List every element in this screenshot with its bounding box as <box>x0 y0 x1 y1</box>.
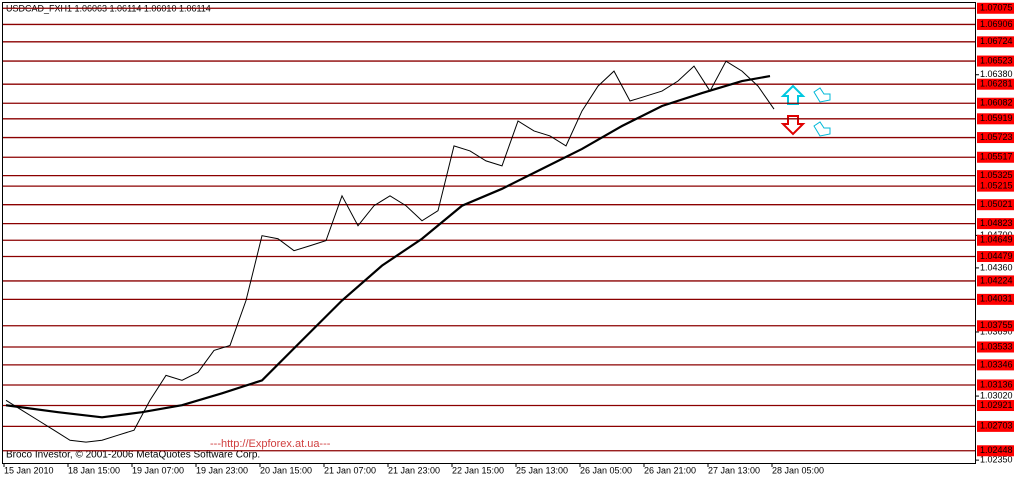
level-label: 1.06082 <box>980 98 1013 108</box>
watermark: ---http://Expforex.at.ua--- <box>210 438 331 450</box>
x-tick-label: 15 Jan 2010 <box>4 465 54 475</box>
level-label: 1.02448 <box>980 445 1013 455</box>
level-label: 1.03136 <box>980 379 1013 389</box>
y-tick-label: 1.02350 <box>980 455 1013 465</box>
hand-icon <box>813 121 831 137</box>
x-tick-label: 27 Jan 13:00 <box>708 465 760 475</box>
level-label-bg <box>977 132 1014 144</box>
x-tick-label: 28 Jan 05:00 <box>772 465 824 475</box>
level-label-bg <box>977 420 1014 432</box>
level-label: 1.03755 <box>980 320 1013 330</box>
level-label: 1.04479 <box>980 251 1013 261</box>
level-label-bg <box>977 218 1014 230</box>
y-tick-label: 1.03020 <box>980 390 1013 400</box>
level-label-bg <box>977 2 1014 14</box>
level-label: 1.03533 <box>980 341 1013 351</box>
x-tick-label: 26 Jan 05:00 <box>580 465 632 475</box>
level-label-bg <box>977 199 1014 211</box>
level-label-bg <box>977 180 1014 192</box>
level-label: 1.05021 <box>980 199 1013 209</box>
y-tick-label: 1.03690 <box>980 326 1013 336</box>
level-label: 1.06523 <box>980 55 1013 65</box>
level-label: 1.04031 <box>980 294 1013 304</box>
level-label: 1.05919 <box>980 113 1013 123</box>
x-tick-label: 21 Jan 07:00 <box>324 465 376 475</box>
level-label-bg <box>977 379 1014 391</box>
level-label: 1.06724 <box>980 36 1013 46</box>
level-label: 1.04823 <box>980 218 1013 228</box>
x-tick-label: 19 Jan 07:00 <box>132 465 184 475</box>
y-tick-label: 1.04360 <box>980 262 1013 272</box>
level-label: 1.07075 <box>980 3 1013 13</box>
x-tick-label: 21 Jan 23:00 <box>388 465 440 475</box>
y-tick-label: 1.04700 <box>980 230 1013 240</box>
level-label-bg <box>977 170 1014 182</box>
level-label-bg <box>977 445 1014 457</box>
hand-icon <box>813 87 831 103</box>
level-label: 1.05723 <box>980 132 1013 142</box>
level-label: 1.06906 <box>980 19 1013 29</box>
y-tick-label: 1.06380 <box>980 69 1013 79</box>
level-label-bg <box>977 18 1014 30</box>
x-tick-label: 25 Jan 13:00 <box>516 465 568 475</box>
level-label: 1.02703 <box>980 421 1013 431</box>
level-label: 1.02921 <box>980 400 1013 410</box>
level-label-bg <box>977 275 1014 287</box>
level-label-bg <box>977 234 1014 246</box>
down-arrow <box>780 115 806 136</box>
level-label-bg <box>977 359 1014 371</box>
level-label-bg <box>977 251 1014 263</box>
x-tick-label: 19 Jan 23:00 <box>196 465 248 475</box>
level-label-bg <box>977 400 1014 412</box>
x-tick-label: 18 Jan 15:00 <box>68 465 120 475</box>
level-label: 1.03346 <box>980 359 1013 369</box>
level-label-bg <box>977 36 1014 48</box>
level-label: 1.04224 <box>980 275 1013 285</box>
level-label-bg <box>977 55 1014 67</box>
x-tick-label: 26 Jan 21:00 <box>644 465 696 475</box>
level-label-bg <box>977 113 1014 125</box>
x-tick-label: 20 Jan 15:00 <box>260 465 312 475</box>
plot-frame <box>2 2 976 464</box>
level-label-bg <box>977 293 1014 305</box>
level-label: 1.06281 <box>980 79 1013 89</box>
level-label-bg <box>977 78 1014 90</box>
level-label-bg <box>977 97 1014 109</box>
level-label-bg <box>977 320 1014 332</box>
level-label-bg <box>977 151 1014 163</box>
level-label: 1.05517 <box>980 152 1013 162</box>
x-tick-label: 22 Jan 15:00 <box>452 465 504 475</box>
price-line <box>5 74 771 419</box>
level-label: 1.05215 <box>980 181 1013 191</box>
price-line <box>5 60 775 443</box>
level-label-bg <box>977 341 1014 353</box>
level-label: 1.05325 <box>980 170 1013 180</box>
copyright: Broco Investor, © 2001-2006 MetaQuotes S… <box>6 450 260 461</box>
level-label: 1.04649 <box>980 235 1013 245</box>
